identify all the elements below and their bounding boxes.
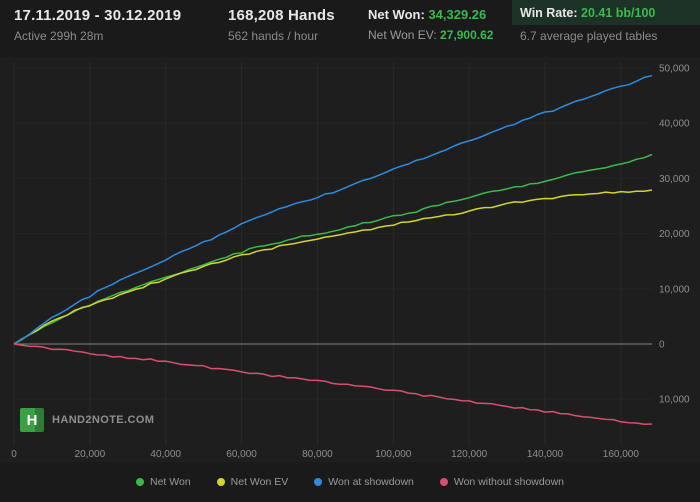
legend-label: Won without showdown [453,476,564,488]
win-rate-block: Win Rate: 20.41 bb/100 6.7 average playe… [512,0,700,43]
series-line-won-at-showdown [13,74,653,345]
stats-header: 17.11.2019 - 30.12.2019 Active 299h 28m … [0,0,700,57]
chart-area: 50,000 40,000 30,000 20,000 10,000 0 10,000 0 20… [0,57,700,462]
hand2note-logo-text: HAND2NOTE.COM [52,414,155,426]
x-tick-label: 80,000 [302,449,333,460]
hands-per-hour: 562 hands / hour [228,29,319,43]
hands-total: 168,208 Hands [228,7,335,24]
legend-item-net-won[interactable]: Net Won [136,476,191,488]
chart-background [0,57,700,462]
series-line-net-won [13,153,653,345]
legend-item-won-at-showdown[interactable]: Won at showdown [314,476,414,488]
series-line-won-without-showdown [13,343,653,426]
date-range: 17.11.2019 - 30.12.2019 [14,7,182,24]
series-line-net-won-ev [13,189,653,345]
net-won-ev-value: 27,900.62 [440,28,494,42]
y-tick-label: 10,000 [659,284,690,295]
avg-tables: 6.7 average played tables [520,29,658,43]
chart-legend: Net Won Net Won EV Won at showdown Won with… [0,462,700,502]
legend-item-net-won-ev[interactable]: Net Won EV [216,476,289,488]
winnings-chart: 50,000 40,000 30,000 20,000 10,000 0 10,000 0 20… [0,57,700,462]
hand2note-logo-icon: H [20,408,44,432]
win-rate-label: Win Rate: [520,6,578,20]
legend-dot [136,478,144,486]
legend-label: Net Won [150,476,191,488]
y-tick-label: 10,000 [659,395,690,406]
net-won-label: Net Won: [368,7,425,22]
x-tick-label: 40,000 [150,449,181,460]
y-tick-label: 50,000 [659,64,690,75]
hands-block: 168,208 Hands 562 hands / hour [228,7,335,43]
x-tick-label: 20,000 [75,449,106,460]
net-won-ev-label: Net Won EV: [368,28,437,42]
y-tick-label: 0 [659,340,665,351]
legend-dot [314,478,323,486]
hand2note-logo: H HAND2NOTE.COM [20,408,154,432]
x-tick-label: 140,000 [527,449,564,460]
legend-label: Won at showdown [328,476,414,488]
legend-dot [439,478,448,486]
y-tick-label: 40,000 [659,119,690,130]
x-tick-label: 0 [11,449,17,460]
y-tick-label: 20,000 [659,229,690,240]
net-won-block: Net Won: 34,329.26 Net Won EV: 27,900.62 [368,7,493,42]
y-tick-label: 30,000 [659,174,690,185]
win-rate-box: Win Rate: 20.41 bb/100 [512,0,700,25]
date-range-block: 17.11.2019 - 30.12.2019 Active 299h 28m [14,7,181,43]
x-tick-label: 60,000 [226,449,257,460]
x-tick-label: 120,000 [451,449,488,460]
x-tick-label: 100,000 [375,449,412,460]
net-won-value: 34,329.26 [428,7,487,22]
x-tick-label: 160,000 [603,449,640,460]
active-time: Active 299h 28m [14,29,104,43]
legend-item-won-without-showdown[interactable]: Won without showdown [439,476,564,488]
legend-dot [216,478,225,486]
legend-label: Net Won EV [230,476,289,488]
win-rate-value: 20.41 bb/100 [581,6,656,20]
